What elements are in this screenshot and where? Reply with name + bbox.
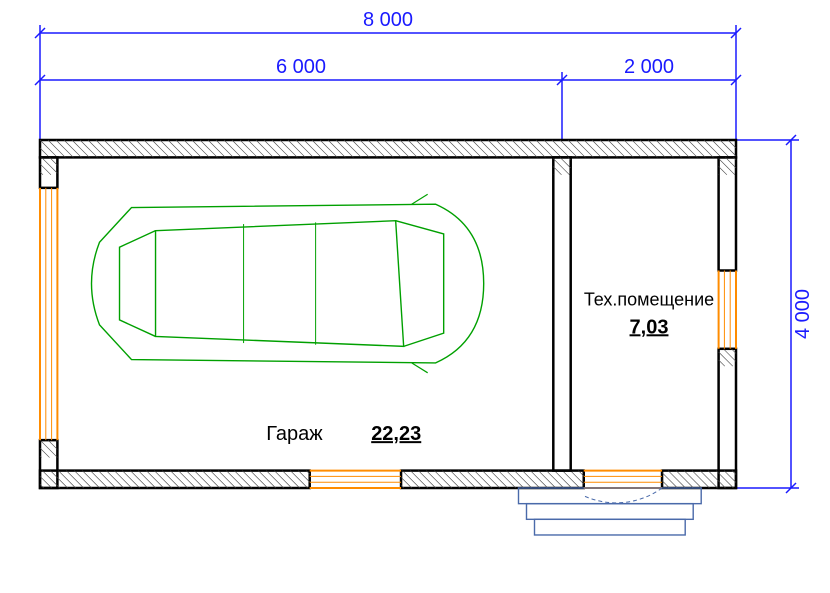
dim-top-right: 2 000 — [624, 56, 674, 78]
tech-area: 7,03 — [630, 316, 669, 338]
dim-top-overall: 8 000 — [363, 9, 413, 31]
room-labels: Гараж 22,23 Тех.помещение 7,03 — [266, 289, 714, 445]
floor-plan: 8 000 6 000 2 000 4 000 Гараж 22,23 Тех.помеще… — [0, 0, 830, 593]
dimensions: 8 000 6 000 2 000 4 000 — [35, 9, 814, 493]
dim-right: 4 000 — [792, 289, 814, 339]
car-icon — [92, 194, 484, 373]
garage-label: Гараж — [266, 423, 323, 445]
dim-top-left: 6 000 — [276, 56, 326, 78]
tech-label: Тех.помещение — [584, 289, 714, 309]
entry-steps — [519, 488, 702, 535]
garage-area: 22,23 — [371, 423, 421, 445]
